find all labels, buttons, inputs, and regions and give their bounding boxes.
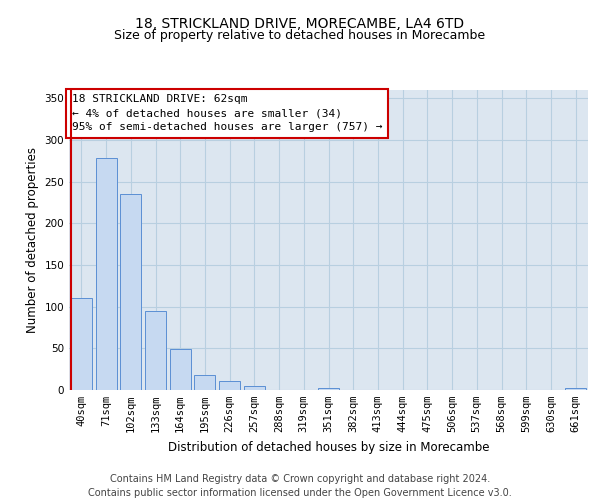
Bar [194,375,215,390]
Bar [120,194,141,390]
X-axis label: Distribution of detached houses by size in Morecambe: Distribution of detached houses by size … [168,440,489,454]
Bar [244,386,265,390]
Text: 18 STRICKLAND DRIVE: 62sqm
← 4% of detached houses are smaller (34)
95% of semi-: 18 STRICKLAND DRIVE: 62sqm ← 4% of detac… [71,94,382,132]
Text: Size of property relative to detached houses in Morecambe: Size of property relative to detached ho… [115,29,485,42]
Text: Contains HM Land Registry data © Crown copyright and database right 2024.
Contai: Contains HM Land Registry data © Crown c… [88,474,512,498]
Bar [219,381,240,390]
Bar [71,298,92,390]
Y-axis label: Number of detached properties: Number of detached properties [26,147,39,333]
Bar [565,388,586,390]
Text: 18, STRICKLAND DRIVE, MORECAMBE, LA4 6TD: 18, STRICKLAND DRIVE, MORECAMBE, LA4 6TD [136,18,464,32]
Bar [318,388,339,390]
Bar [170,349,191,390]
Bar [95,158,116,390]
Bar [145,311,166,390]
